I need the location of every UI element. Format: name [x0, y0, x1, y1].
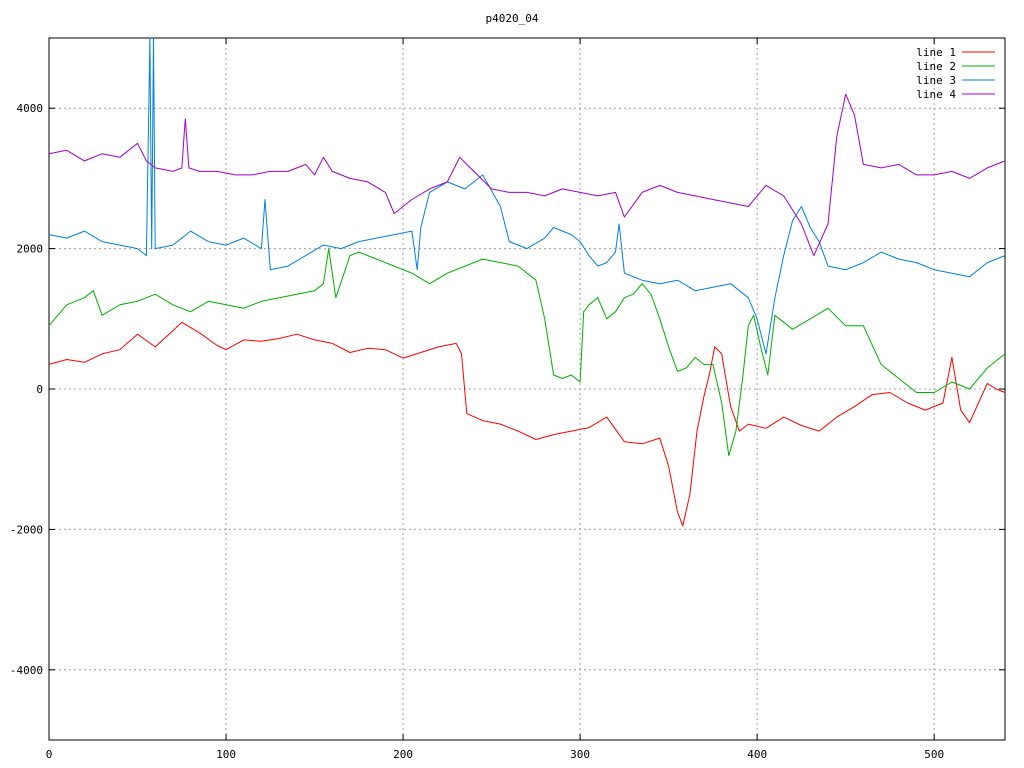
series-line-line-4	[48, 93, 1006, 257]
axis-ticks: 0 100 200 300 400 500 -4000 -2000 0 2000 4000	[10, 38, 1005, 761]
grid-lines	[49, 38, 1005, 740]
x-tick-label: 0	[46, 748, 53, 761]
chart-title: p4020_04	[486, 12, 539, 25]
legend-label: line 4	[916, 88, 956, 101]
legend-label: line 3	[916, 74, 956, 87]
series-lines	[48, 37, 1006, 527]
series-line-line-3	[48, 37, 1006, 355]
x-tick-label: 500	[924, 748, 944, 761]
x-tick-label: 400	[747, 748, 767, 761]
series-line-line-1	[48, 321, 1006, 527]
legend-label: line 2	[916, 60, 956, 73]
y-tick-label: -4000	[10, 664, 43, 677]
y-tick-label: 0	[36, 383, 43, 396]
y-tick-label: 4000	[17, 102, 44, 115]
x-tick-label: 100	[216, 748, 236, 761]
x-tick-label: 200	[393, 748, 413, 761]
legend-label: line 1	[916, 46, 956, 59]
series-line-line-2	[48, 248, 1006, 457]
plot-frame	[48, 37, 1006, 741]
x-tick-label: 300	[570, 748, 590, 761]
y-tick-label: -2000	[10, 523, 43, 536]
y-tick-label: 2000	[17, 243, 44, 256]
